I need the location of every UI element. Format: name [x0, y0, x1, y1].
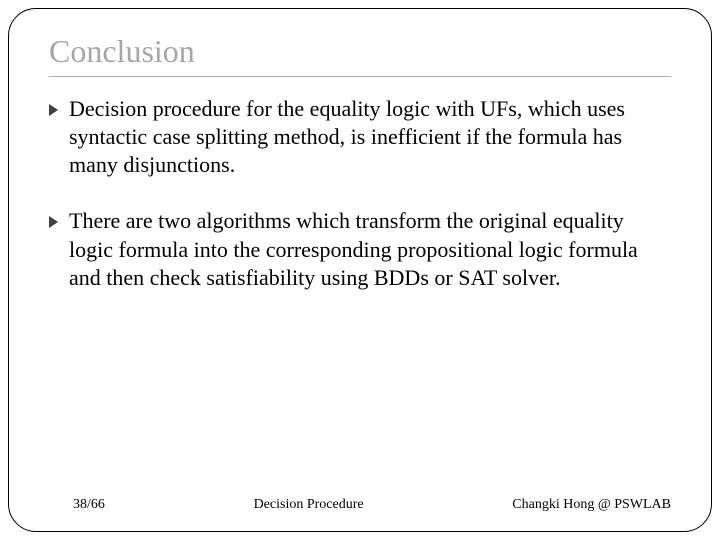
bullet-text: There are two algorithms which transform…: [69, 207, 671, 291]
bullet-item: There are two algorithms which transform…: [49, 207, 671, 291]
bullet-item: Decision procedure for the equality logi…: [49, 95, 671, 179]
slide-title: Conclusion: [49, 33, 671, 70]
triangle-bullet-icon: [49, 103, 59, 121]
slide-frame: Conclusion Decision procedure for the eq…: [8, 8, 712, 532]
footer-author: Changki Hong @ PSWLAB: [512, 497, 671, 513]
triangle-bullet-icon: [49, 215, 59, 233]
page-number: 38/66: [49, 497, 105, 513]
slide-footer: 38/66 Decision Procedure Changki Hong @ …: [49, 497, 671, 513]
title-underline: [49, 76, 671, 77]
bullet-text: Decision procedure for the equality logi…: [69, 95, 671, 179]
footer-title: Decision Procedure: [105, 497, 512, 513]
